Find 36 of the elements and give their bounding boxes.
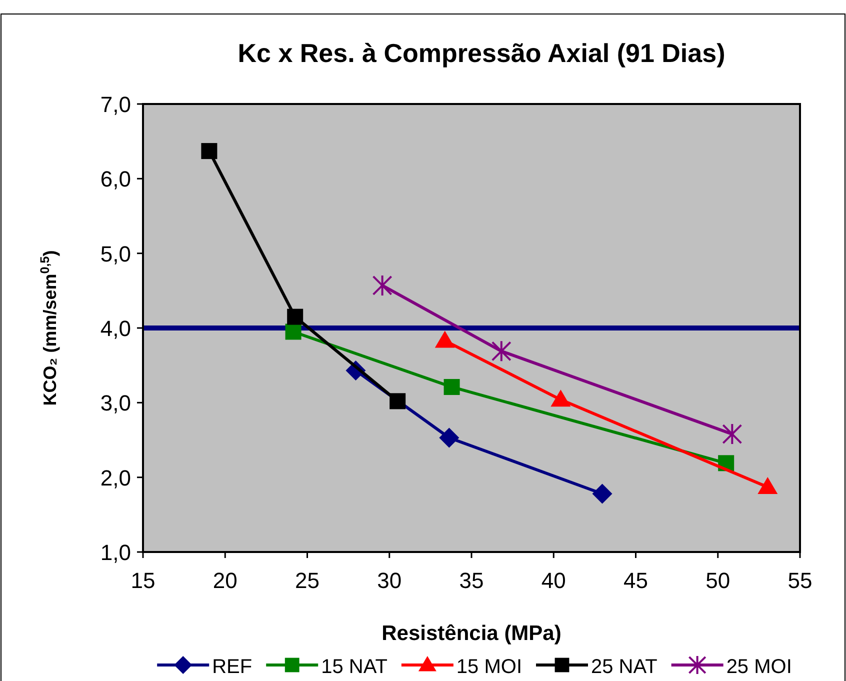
point (550, 390, 571, 407)
x-tick-label: 15 (130, 568, 156, 593)
point (491, 340, 512, 362)
y-tick-label: 7,0 (100, 92, 131, 117)
x-tick-label: 30 (377, 568, 402, 593)
x-tick-label: 50 (706, 568, 730, 593)
x-tick-label: 35 (459, 568, 484, 593)
x-tick-label: 45 (624, 568, 648, 593)
y-tick-label: 2,0 (100, 465, 131, 490)
point (444, 378, 460, 395)
point (201, 143, 218, 160)
x-axis-title: Resistência (MPa) (382, 622, 562, 645)
legend-label: 15 MOI (456, 656, 522, 678)
legend-label: 25 MOI (726, 656, 792, 678)
y-tick-label: 1,0 (100, 540, 131, 565)
point (439, 428, 460, 448)
x-tick-label: 25 (295, 568, 320, 593)
legend-label: REF (212, 656, 252, 678)
y-tick-label: 3,0 (100, 390, 131, 416)
point (722, 423, 742, 446)
y-tick-label: 6,0 (100, 166, 131, 192)
point (390, 393, 406, 410)
chart-title: Kc x Res. à Compressão Axial (91 Dias) (238, 38, 726, 68)
legend-label: 25 NAT (591, 656, 658, 678)
point (592, 484, 612, 504)
point (287, 308, 304, 325)
legend-label: 15 NAT (321, 656, 388, 678)
point (758, 477, 778, 494)
x-tick-label: 40 (541, 568, 566, 593)
x-tick-label: 55 (788, 568, 812, 593)
y-tick-label: 5,0 (100, 241, 131, 266)
point (372, 274, 392, 296)
point (285, 324, 302, 340)
x-tick-label: 20 (212, 568, 238, 593)
y-tick-label: 4,0 (100, 316, 131, 341)
point (434, 330, 455, 348)
